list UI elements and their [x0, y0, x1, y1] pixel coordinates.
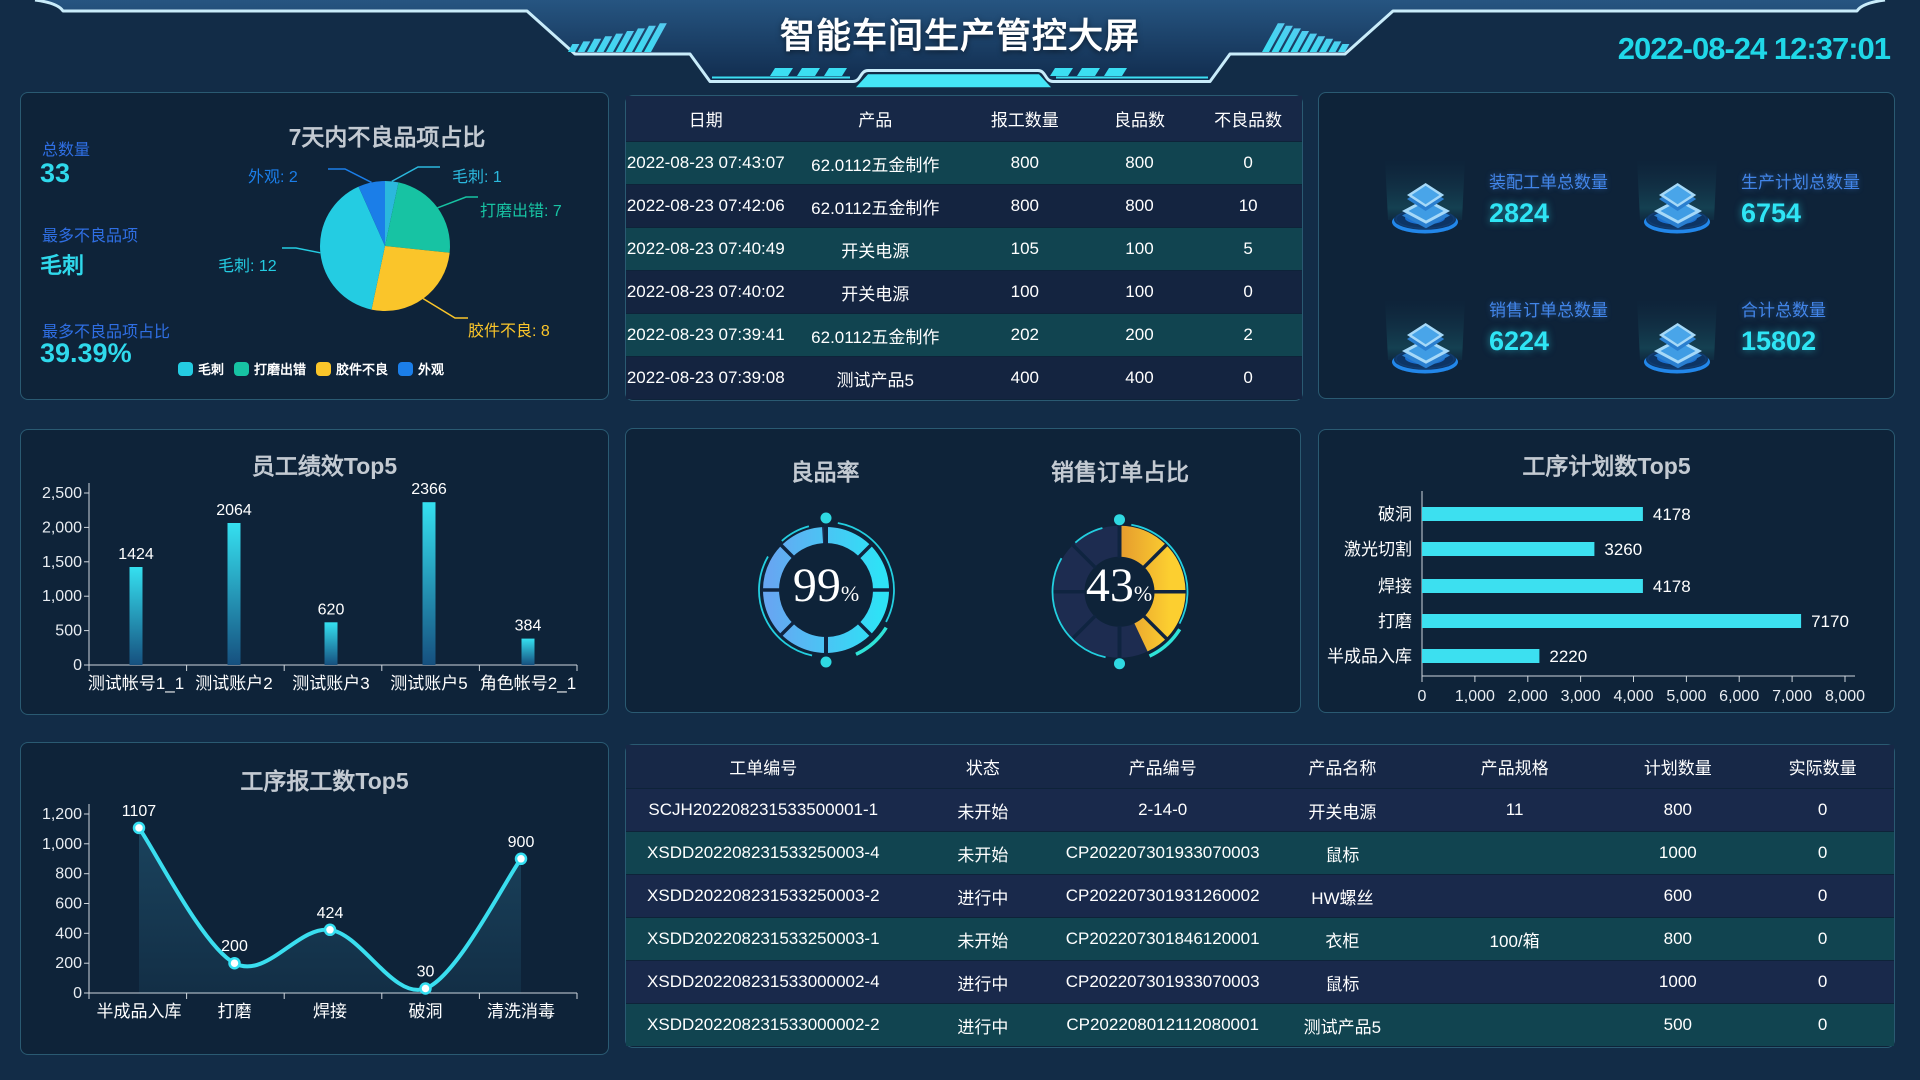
- svg-text:测试帐号1_1: 测试帐号1_1: [88, 674, 184, 693]
- svg-text:384: 384: [515, 618, 542, 635]
- svg-text:1424: 1424: [118, 546, 154, 563]
- svg-text:破洞: 破洞: [1378, 505, 1412, 524]
- svg-text:3,000: 3,000: [1561, 688, 1601, 705]
- svg-text:测试账户3: 测试账户3: [292, 674, 369, 693]
- svg-text:角色帐号2_1: 角色帐号2_1: [480, 674, 576, 693]
- svg-text:0: 0: [73, 657, 82, 674]
- svg-text:打磨: 打磨: [218, 1002, 252, 1021]
- svg-text:2220: 2220: [1549, 647, 1587, 666]
- svg-text:激光切割: 激光切割: [1344, 540, 1412, 559]
- svg-text:900: 900: [508, 834, 535, 851]
- svg-text:4178: 4178: [1653, 577, 1691, 596]
- svg-text:2064: 2064: [216, 502, 252, 519]
- svg-text:1,000: 1,000: [42, 836, 82, 853]
- svg-text:2366: 2366: [411, 481, 447, 498]
- svg-text:清洗消毒: 清洗消毒: [487, 1002, 555, 1021]
- svg-text:焊接: 焊接: [1378, 577, 1412, 596]
- svg-text:7170: 7170: [1811, 612, 1849, 631]
- svg-text:8,000: 8,000: [1825, 688, 1865, 705]
- svg-text:200: 200: [55, 955, 82, 972]
- svg-text:半成品入库: 半成品入库: [97, 1002, 182, 1021]
- svg-text:半成品入库: 半成品入库: [1327, 647, 1412, 666]
- svg-text:1,500: 1,500: [42, 554, 82, 571]
- svg-text:4178: 4178: [1653, 505, 1691, 524]
- svg-text:1,000: 1,000: [42, 588, 82, 605]
- svg-text:400: 400: [55, 925, 82, 942]
- svg-text:测试账户2: 测试账户2: [195, 674, 272, 693]
- svg-text:1107: 1107: [122, 803, 157, 820]
- svg-text:6,000: 6,000: [1719, 688, 1759, 705]
- svg-text:1,200: 1,200: [42, 806, 82, 823]
- svg-text:500: 500: [55, 623, 82, 640]
- svg-text:2,000: 2,000: [1508, 688, 1548, 705]
- svg-text:620: 620: [318, 601, 345, 618]
- svg-text:200: 200: [221, 938, 248, 955]
- svg-text:2,000: 2,000: [42, 519, 82, 536]
- svg-text:424: 424: [317, 905, 344, 922]
- svg-text:7,000: 7,000: [1772, 688, 1812, 705]
- svg-text:4,000: 4,000: [1613, 688, 1653, 705]
- svg-text:1,000: 1,000: [1455, 688, 1495, 705]
- svg-text:5,000: 5,000: [1666, 688, 1706, 705]
- svg-text:600: 600: [55, 896, 82, 913]
- svg-text:2,500: 2,500: [42, 485, 82, 502]
- svg-text:测试账户5: 测试账户5: [390, 674, 467, 693]
- svg-text:0: 0: [1418, 688, 1427, 705]
- svg-text:800: 800: [55, 866, 82, 883]
- svg-text:打磨: 打磨: [1378, 612, 1412, 631]
- svg-text:0: 0: [73, 985, 82, 1002]
- svg-text:焊接: 焊接: [313, 1002, 347, 1021]
- svg-text:30: 30: [417, 964, 435, 981]
- svg-text:3260: 3260: [1604, 540, 1642, 559]
- svg-text:破洞: 破洞: [409, 1002, 443, 1021]
